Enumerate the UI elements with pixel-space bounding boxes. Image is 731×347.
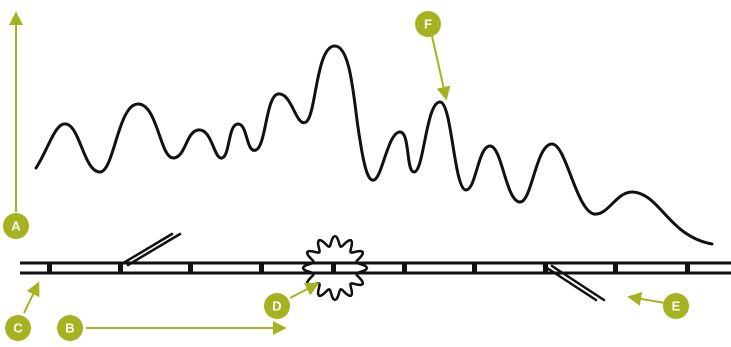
track-tie <box>685 262 690 274</box>
label-e-text: E <box>672 299 681 314</box>
label-badge-d: D <box>264 293 290 319</box>
label-b-text: B <box>65 321 74 336</box>
label-badge-f: F <box>415 11 441 37</box>
spur-upper <box>118 232 182 267</box>
label-a-text: A <box>11 219 21 234</box>
track-tie <box>259 262 264 274</box>
spur-lower <box>542 264 606 302</box>
track-tie <box>331 262 336 274</box>
arrow-c <box>23 281 40 314</box>
track-tie <box>402 262 407 274</box>
arrow-f <box>431 35 451 101</box>
arrow-d <box>289 282 320 299</box>
arrow-e <box>627 291 666 306</box>
gear-shape <box>301 234 369 302</box>
label-d-text: D <box>272 299 281 314</box>
track-tie <box>118 262 123 274</box>
track-tie <box>472 262 477 274</box>
track-tie <box>613 262 618 274</box>
track-tie <box>188 262 193 274</box>
track-tie <box>47 262 52 274</box>
label-badge-a: A <box>3 213 29 239</box>
label-badge-b: B <box>57 315 83 341</box>
label-c-text: C <box>13 321 23 336</box>
label-badge-c: C <box>5 315 31 341</box>
label-f-text: F <box>424 17 432 32</box>
label-badge-e: E <box>663 293 689 319</box>
wave-curve <box>34 44 714 246</box>
